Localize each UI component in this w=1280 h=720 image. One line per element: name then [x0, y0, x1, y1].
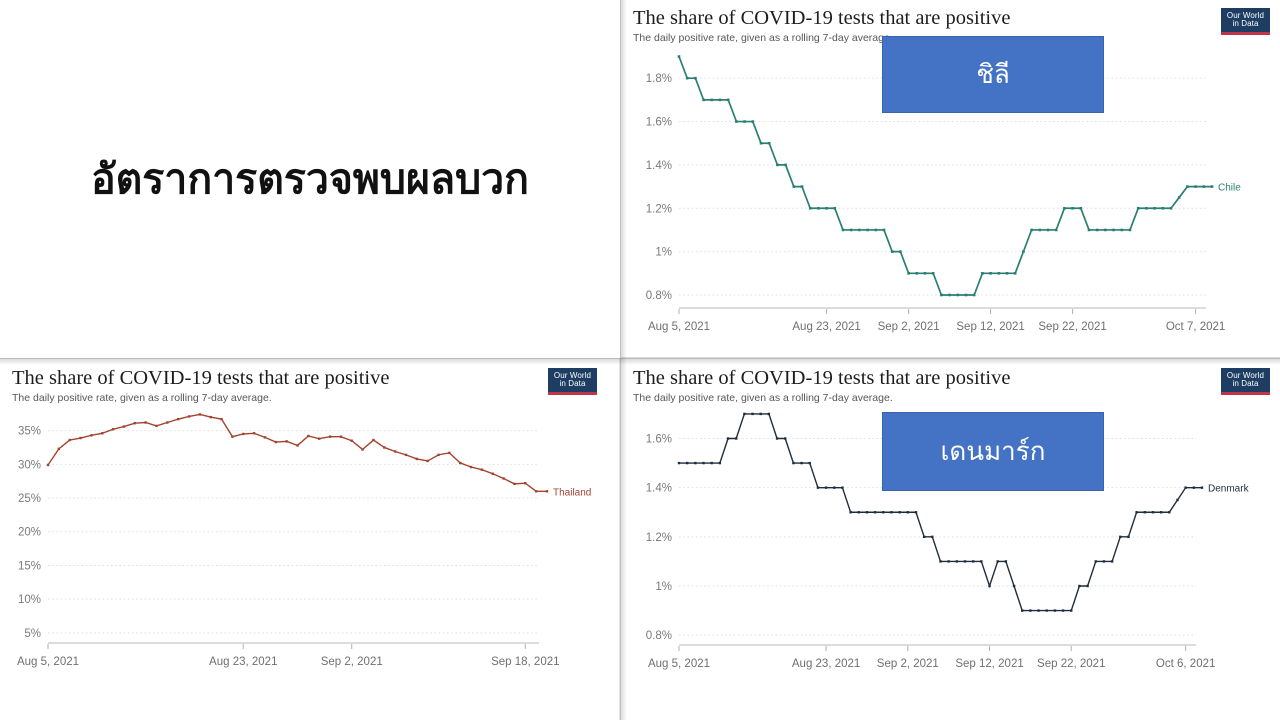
chart-title: The share of COVID-19 tests that are pos… — [633, 367, 1011, 389]
svg-text:1.4%: 1.4% — [646, 160, 672, 172]
page-title: อัตราการตรวจพบผลบวก — [91, 155, 529, 202]
svg-text:1%: 1% — [655, 581, 672, 593]
overlay-label-text: เดนมาร์ก — [940, 436, 1046, 466]
panel-chart-denmark: The share of COVID-19 tests that are pos… — [620, 358, 1280, 720]
overlay-label-box-chile: ชิลี — [882, 36, 1104, 113]
chart-header-chile: The share of COVID-19 tests that are pos… — [633, 7, 1280, 44]
svg-text:10%: 10% — [18, 594, 41, 606]
panel-title-card: อัตราการตรวจพบผลบวก — [0, 0, 620, 358]
svg-text:0.8%: 0.8% — [646, 290, 672, 302]
owid-logo-line1: Our World — [553, 370, 592, 380]
svg-text:1.6%: 1.6% — [646, 117, 672, 129]
chart-title: The share of COVID-19 tests that are pos… — [12, 367, 390, 389]
svg-text:Aug 5, 2021: Aug 5, 2021 — [648, 658, 710, 670]
svg-text:35%: 35% — [18, 426, 41, 438]
chart-subtitle: The daily positive rate, given as a roll… — [633, 392, 893, 404]
svg-text:Sep 2, 2021: Sep 2, 2021 — [877, 658, 939, 670]
chart-header-thailand: The share of COVID-19 tests that are pos… — [12, 367, 619, 404]
svg-text:Aug 23, 2021: Aug 23, 2021 — [792, 321, 860, 333]
owid-logo[interactable]: Our World in Data — [1221, 368, 1270, 395]
svg-text:1.4%: 1.4% — [646, 483, 672, 495]
svg-text:Oct 6, 2021: Oct 6, 2021 — [1156, 658, 1215, 670]
svg-text:0.8%: 0.8% — [646, 630, 672, 642]
owid-logo-line2: in Data — [559, 379, 586, 388]
svg-text:30%: 30% — [18, 459, 41, 471]
plot-area-chile: 0.8% 1% 1.2% 1.4% 1.6% 1.8% Aug 5, 2021 Aug 23,… — [621, 42, 1280, 342]
svg-text:Aug 5, 2021: Aug 5, 2021 — [17, 656, 79, 668]
svg-text:20%: 20% — [18, 527, 41, 539]
svg-text:Chile: Chile — [1218, 183, 1241, 194]
owid-logo-line1: Our World — [1226, 10, 1265, 20]
svg-text:Sep 22, 2021: Sep 22, 2021 — [1037, 658, 1105, 670]
overlay-label-text: ชิลี — [976, 59, 1010, 89]
svg-text:1.6%: 1.6% — [646, 434, 672, 446]
svg-text:Sep 22, 2021: Sep 22, 2021 — [1038, 321, 1106, 333]
owid-logo-line1: Our World — [1226, 370, 1265, 380]
svg-text:Aug 23, 2021: Aug 23, 2021 — [209, 656, 277, 668]
svg-text:Aug 23, 2021: Aug 23, 2021 — [792, 658, 860, 670]
chart-subtitle: The daily positive rate, given as a roll… — [633, 32, 893, 44]
owid-logo[interactable]: Our World in Data — [548, 368, 597, 395]
plot-area-denmark: 0.8% 1% 1.2% 1.4% 1.6% Aug 5, 2021 Aug 23, 202… — [621, 401, 1280, 681]
svg-text:Thailand: Thailand — [553, 487, 591, 498]
svg-text:Sep 2, 2021: Sep 2, 2021 — [321, 656, 383, 668]
chart-title: The share of COVID-19 tests that are pos… — [633, 7, 1011, 29]
svg-text:Sep 2, 2021: Sep 2, 2021 — [878, 321, 940, 333]
panel-chart-chile: The share of COVID-19 tests that are pos… — [620, 0, 1280, 358]
svg-text:Sep 12, 2021: Sep 12, 2021 — [955, 658, 1023, 670]
chart-subtitle: The daily positive rate, given as a roll… — [12, 392, 272, 404]
owid-logo-line2: in Data — [1232, 19, 1259, 28]
svg-text:Sep 12, 2021: Sep 12, 2021 — [956, 321, 1024, 333]
svg-text:5%: 5% — [24, 628, 41, 640]
svg-text:Oct 7, 2021: Oct 7, 2021 — [1166, 321, 1225, 333]
owid-logo[interactable]: Our World in Data — [1221, 8, 1270, 35]
svg-text:Aug 5, 2021: Aug 5, 2021 — [648, 321, 710, 333]
overlay-label-box-denmark: เดนมาร์ก — [882, 412, 1104, 491]
svg-text:Sep 18, 2021: Sep 18, 2021 — [491, 656, 559, 668]
panel-chart-thailand: The share of COVID-19 tests that are pos… — [0, 358, 620, 720]
svg-text:1.8%: 1.8% — [646, 73, 672, 85]
plot-area-thailand: 5% 10% 15% 20% 25% 30% 35% Aug 5, 2021 Aug 23, 2… — [0, 401, 619, 679]
svg-text:Denmark: Denmark — [1208, 484, 1250, 495]
svg-text:1.2%: 1.2% — [646, 532, 672, 544]
panel-seam-vertical — [620, 0, 627, 720]
svg-text:1.2%: 1.2% — [646, 203, 672, 215]
svg-text:15%: 15% — [18, 560, 41, 572]
owid-logo-line2: in Data — [1232, 379, 1259, 388]
chart-header-denmark: The share of COVID-19 tests that are pos… — [633, 367, 1280, 404]
panel-seam-horizontal — [0, 358, 1280, 365]
svg-text:25%: 25% — [18, 493, 41, 505]
svg-text:1%: 1% — [655, 247, 672, 259]
